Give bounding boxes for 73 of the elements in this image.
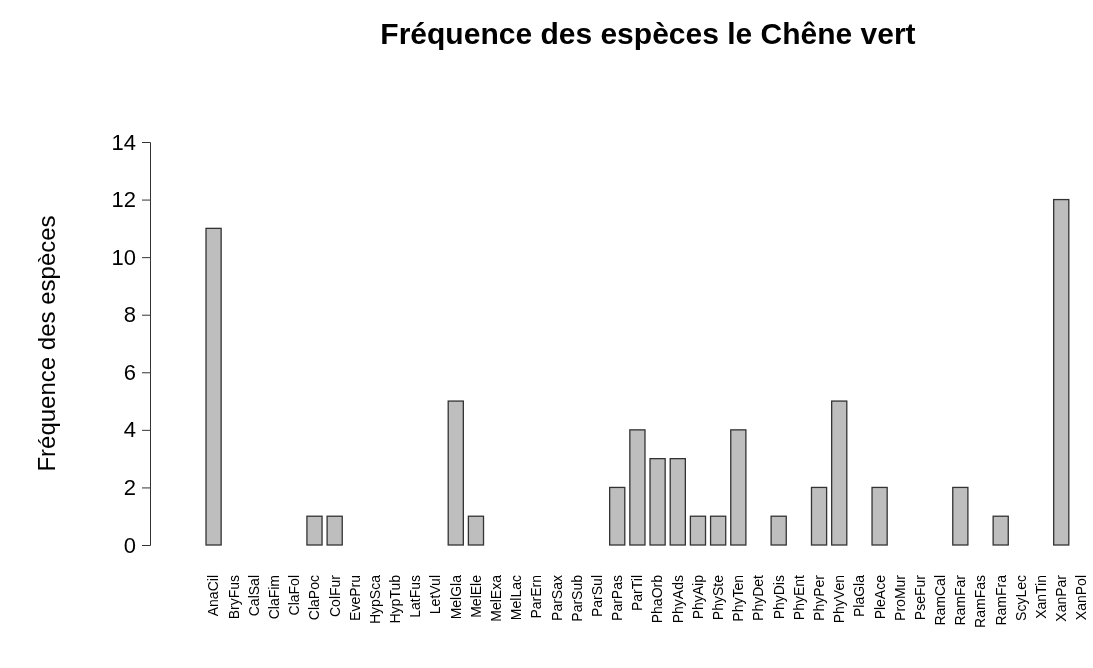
x-tick-label: BryFus [225, 575, 242, 620]
bar [709, 515, 727, 546]
x-tick-label: EvePru [346, 575, 363, 621]
x-tick-label: MelExa [488, 574, 505, 622]
y-tick-label: 0 [123, 532, 136, 558]
x-tick-label: PhyEnt [790, 574, 807, 621]
y-tick-label: 2 [123, 474, 136, 500]
x-tick-label: ParSub [568, 574, 585, 622]
x-tick-label: PleAce [871, 574, 888, 620]
x-tick-label: RamFas [972, 575, 989, 628]
x-tick-label: RamFra [992, 574, 1009, 626]
y-tick-label: 6 [123, 359, 136, 385]
y-tick-label: 10 [111, 244, 136, 270]
x-tick-label: MelEle [467, 574, 484, 618]
x-tick-label: CalSal [245, 575, 262, 617]
bar [810, 486, 828, 546]
bar [831, 400, 848, 546]
x-tick-label: ParPas [609, 575, 626, 621]
bar [629, 429, 646, 546]
x-tick-label: ColFur [326, 574, 343, 618]
bar [669, 457, 686, 546]
x-tick-label: XanTin [1032, 575, 1049, 619]
bar [871, 486, 888, 546]
x-tick-label: AnaCil [205, 575, 222, 617]
x-tick-label: XanPol [1073, 575, 1090, 621]
x-tick-label: ParErn [528, 575, 545, 619]
x-tick-label: PhyAds [669, 575, 686, 624]
y-tick-label: 4 [123, 417, 136, 443]
x-tick-label: PhyDet [750, 574, 767, 621]
y-tick-label: 14 [111, 129, 136, 155]
bar [770, 515, 787, 546]
bar [306, 515, 323, 546]
bar [689, 515, 707, 546]
x-tick-label: PhyPer [810, 574, 827, 621]
x-tick-label: ParSul [588, 575, 605, 618]
x-tick-label: ParTil [629, 575, 646, 612]
chart-title: Fréquence des espèces le Chêne vert [380, 17, 916, 50]
x-tick-label: ParSax [548, 575, 565, 621]
bar [649, 457, 666, 546]
x-tick-label: HypSca [366, 574, 383, 625]
bar [205, 227, 222, 546]
x-tick-label: HypTub [387, 574, 404, 624]
x-tick-label: ClaFol [286, 575, 303, 616]
x-tick-label: PhyTen [730, 575, 747, 622]
x-tick-label: RamFar [952, 574, 969, 626]
x-tick-label: PhyVen [831, 575, 848, 624]
y-tick-label: 12 [111, 187, 136, 213]
y-tick-label: 8 [123, 302, 136, 328]
x-tick-label: ClaFim [266, 575, 283, 620]
x-tick-label: ClaPoc [306, 575, 323, 621]
x-tick-label: LetVul [427, 575, 444, 615]
bar [952, 486, 969, 546]
x-tick-label: ProMur [891, 574, 908, 621]
x-tick-label: PhyAip [689, 574, 706, 620]
x-tick-label: PhyDis [770, 575, 787, 620]
x-tick-label: PseFur [911, 574, 928, 621]
bar [467, 515, 485, 546]
x-tick-label: XanPar [1053, 574, 1070, 622]
bar [609, 486, 626, 546]
x-tick-label: ScyLec [1012, 575, 1029, 621]
x-tick-label: PhySte [710, 574, 727, 621]
bar [992, 515, 1009, 546]
y-axis-title: Fréquence des espèces [33, 215, 60, 472]
x-tick-label: PhaOrb [649, 574, 666, 624]
x-tick-label: PlaGla [851, 574, 868, 618]
bar [447, 400, 464, 546]
x-tick-label: RamCal [932, 575, 949, 626]
x-tick-label: MelGla [447, 574, 464, 620]
x-tick-label: LatFus [407, 575, 424, 618]
bar [730, 429, 747, 546]
x-tick-label: MelLac [508, 575, 525, 621]
bar [1053, 198, 1070, 546]
bar [326, 515, 343, 546]
